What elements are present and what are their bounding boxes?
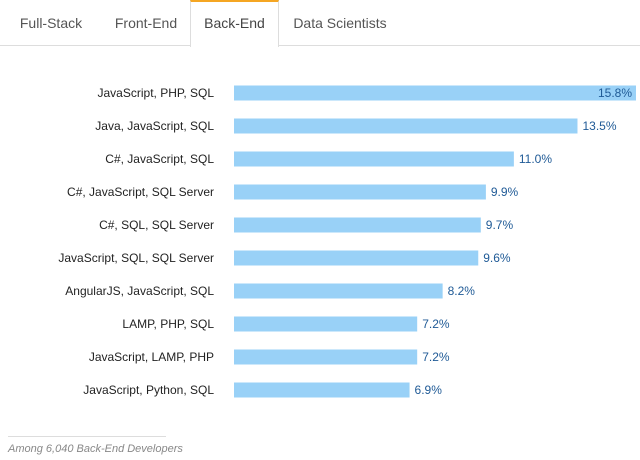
bar	[234, 217, 481, 233]
bar	[234, 151, 514, 167]
value-label: 8.2%	[448, 284, 476, 298]
bar	[234, 118, 578, 134]
bar	[234, 85, 636, 101]
tab-front-end[interactable]: Front-End	[114, 15, 178, 31]
category-label: AngularJS, JavaScript, SQL	[65, 284, 214, 298]
category-label: C#, SQL, SQL Server	[99, 218, 214, 232]
bar	[234, 382, 410, 398]
bar	[234, 316, 418, 332]
bar	[234, 184, 486, 200]
value-label: 7.2%	[422, 317, 450, 331]
value-label: 6.9%	[415, 383, 443, 397]
value-label: 11.0%	[519, 152, 552, 166]
value-label: 7.2%	[422, 350, 450, 364]
tab-back-end[interactable]: Back-End	[190, 0, 279, 47]
bar-chart: JavaScript, PHP, SQL 15.8% Java, JavaScrip…	[58, 85, 636, 398]
footnote: Among 6,040 Back-End Developers	[8, 443, 183, 455]
category-label: JavaScript, SQL, SQL Server	[58, 251, 214, 265]
value-label: 13.5%	[582, 119, 616, 133]
category-label: Java, JavaScript, SQL	[95, 119, 214, 133]
tab-full-stack[interactable]: Full-Stack	[19, 15, 83, 31]
bar	[234, 283, 443, 299]
category-label: C#, JavaScript, SQL	[105, 152, 214, 166]
tab-bar: Full-Stack Front-End Back-End Data Scien…	[0, 0, 640, 47]
category-label: JavaScript, Python, SQL	[83, 383, 214, 397]
category-label: JavaScript, PHP, SQL	[98, 86, 215, 100]
tab-data-scientists[interactable]: Data Scientists	[293, 15, 387, 31]
value-label: 9.7%	[486, 218, 514, 232]
footnote-divider	[8, 436, 166, 437]
category-label: LAMP, PHP, SQL	[122, 317, 214, 331]
category-label: C#, JavaScript, SQL Server	[67, 185, 214, 199]
bar	[234, 250, 479, 266]
bar	[234, 349, 418, 365]
value-label: 15.8%	[598, 86, 632, 100]
value-label: 9.6%	[483, 251, 511, 265]
category-label: JavaScript, LAMP, PHP	[89, 350, 214, 364]
value-label: 9.9%	[491, 185, 519, 199]
